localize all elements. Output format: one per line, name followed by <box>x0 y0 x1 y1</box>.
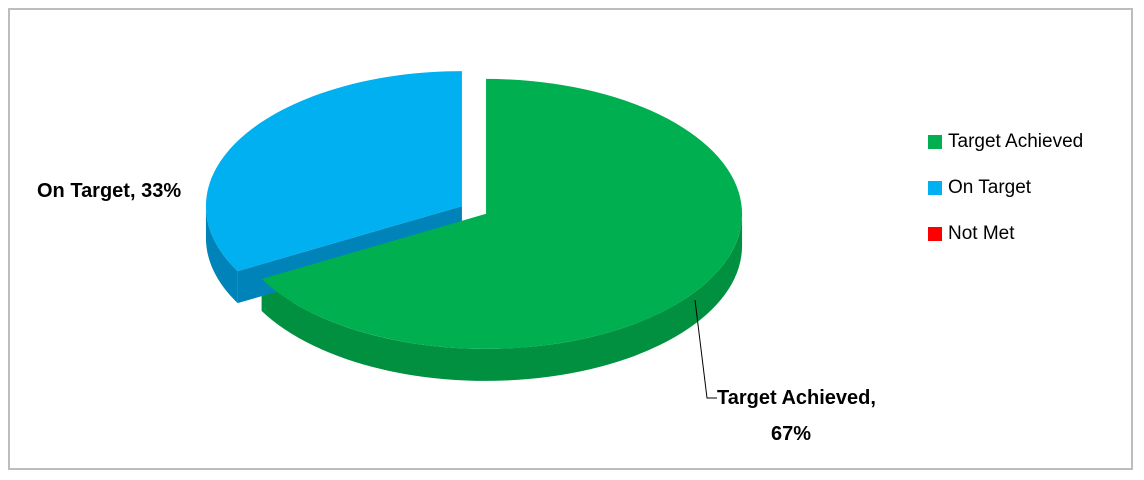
legend-label-not-met: Not Met <box>948 222 1015 244</box>
data-label-target-achieved: Target Achieved, <box>717 387 876 409</box>
pie-edge-on-target-0 <box>205 206 238 304</box>
pie-edge-target-achieved-1 <box>261 213 743 381</box>
leader-line <box>694 299 717 399</box>
legend: Target Achieved On Target Not Met <box>928 130 1083 268</box>
legend-swatch-on-target <box>928 180 942 195</box>
data-label-on-target: On Target, 33% <box>37 180 181 202</box>
legend-label-on-target: On Target <box>948 176 1032 198</box>
legend-item-on-target: On Target <box>928 176 1083 199</box>
legend-item-not-met: Not Met <box>928 222 1083 245</box>
legend-swatch-not-met <box>928 226 942 241</box>
data-label-target-achieved-percent: 67% <box>771 423 811 445</box>
legend-item-target-achieved: Target Achieved <box>928 130 1083 153</box>
legend-label-target-achieved: Target Achieved <box>948 130 1084 152</box>
legend-swatch-target-achieved <box>928 134 942 149</box>
pie-slice-on-target <box>205 71 462 272</box>
pie-slice-target-achieved <box>261 78 743 349</box>
pie-tops <box>205 71 743 349</box>
